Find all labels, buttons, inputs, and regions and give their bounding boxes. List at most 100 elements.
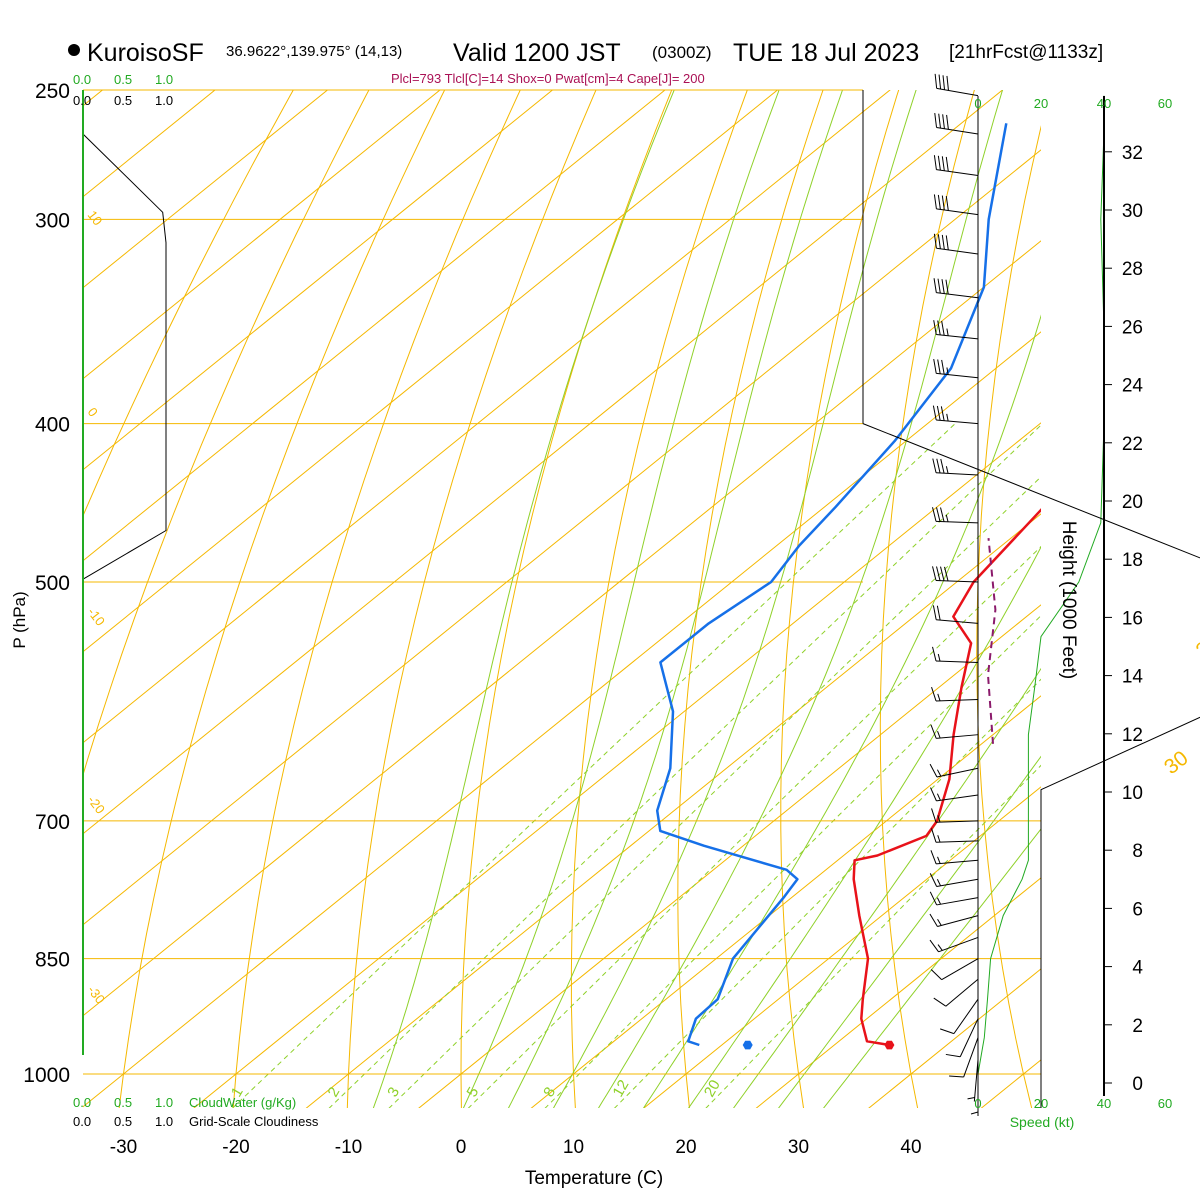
wind-barb	[932, 405, 979, 425]
wind-barb	[949, 1037, 979, 1078]
wind-barb-full	[931, 808, 937, 823]
wind-barb-full	[931, 686, 937, 702]
height-tick-label: 32	[1122, 143, 1143, 164]
y-axis-label: P (hPa)	[10, 591, 29, 648]
wind-barb-full	[936, 405, 941, 421]
wind-barb-full	[930, 850, 937, 865]
wind-barb-full	[938, 113, 941, 129]
wind-barb	[932, 605, 979, 624]
isotherm-grid	[83, 90, 1041, 1108]
wind-barb-full	[946, 75, 949, 91]
pressure-tick-label: 500	[35, 572, 70, 595]
wind-barb-shaft	[936, 87, 979, 97]
wind-barb-full	[930, 787, 937, 802]
isotherm-label: 20	[1192, 630, 1200, 663]
wind-barb-half	[946, 367, 949, 375]
wind-barb-half	[937, 944, 943, 951]
wind-barb-full	[936, 566, 941, 581]
wind-barb-full	[936, 507, 941, 522]
wind-barb-shaft	[963, 1037, 979, 1078]
wind-barb-shaft	[938, 936, 979, 953]
wind-barb-full	[929, 763, 938, 778]
isotherm-line	[83, 149, 1041, 926]
dry-adiabat-line	[780, 90, 900, 1108]
mixing-ratio-label: 20	[701, 1077, 724, 1100]
wind-barb	[932, 507, 979, 524]
wind-barb-shaft	[936, 247, 979, 255]
isotherm-line	[83, 331, 1041, 1108]
wind-barb-full	[933, 278, 937, 293]
moist-adiabat-line	[778, 755, 1041, 1108]
wind-barb	[929, 873, 979, 887]
height-tick-label: 8	[1132, 841, 1143, 862]
model-name: KuroisoSF	[87, 39, 204, 67]
wind-barb-shaft	[936, 698, 979, 702]
height-tick-label: 4	[1132, 958, 1143, 979]
height-tick-label: 24	[1122, 376, 1144, 397]
height-tick-label: 2	[1132, 1016, 1143, 1037]
moist-adiabat-line	[823, 828, 1041, 1108]
wind-barb	[933, 194, 979, 216]
wind-barb-full	[932, 646, 937, 662]
wind-barb-full	[937, 194, 941, 210]
wind-barb-full	[945, 1053, 961, 1058]
wind-barb-full	[940, 458, 945, 474]
wind-barb-shaft	[936, 372, 979, 379]
cloudiness-label: Grid-Scale Cloudiness	[189, 1114, 319, 1129]
temperature-tick-label: -20	[222, 1137, 249, 1158]
wind-barb-shaft	[936, 897, 979, 906]
height-tick-label: 16	[1122, 608, 1143, 629]
speed-scale-bottom: 0 20 40 60 Speed (kt)	[974, 1096, 1172, 1130]
wind-barb-full	[939, 1028, 955, 1035]
wind-barb	[939, 998, 979, 1035]
wind-barb-shaft	[936, 734, 979, 739]
speed-top-0: 0	[974, 96, 981, 111]
wind-barb-full	[941, 195, 945, 211]
isotherm-line	[83, 90, 1004, 835]
wind-barb-shaft	[953, 998, 979, 1034]
moist-adiabat-line	[688, 546, 1041, 1108]
top-black-1: 0.5	[114, 93, 132, 108]
wind-barb-shaft	[973, 1059, 979, 1102]
dry-adiabat-line	[83, 90, 294, 517]
date: TUE 18 Jul 2023	[733, 39, 919, 67]
wind-barb-shaft	[936, 619, 979, 624]
wind-barb-half	[937, 731, 941, 739]
wind-barb-full	[932, 458, 937, 473]
height-axis-label: Height (1000 Feet)	[1058, 521, 1079, 679]
wind-barb	[933, 978, 979, 1007]
wind-barb-half	[946, 413, 949, 422]
wind-barb	[930, 787, 979, 802]
wind-barb-full	[940, 566, 945, 581]
dry-adiabat-line	[570, 90, 748, 1108]
wind-barb-shaft	[936, 794, 979, 802]
wind-barb-full	[932, 405, 937, 421]
wind-barb-full	[933, 358, 937, 374]
top-green-0: 0.0	[73, 72, 91, 87]
wind-barb-full	[945, 196, 949, 211]
wind-barb	[931, 828, 979, 843]
wind-barb-full	[942, 75, 946, 90]
wind-barb	[933, 233, 979, 255]
wind-barb-shaft	[936, 472, 979, 476]
pressure-tick-label: 300	[35, 209, 70, 232]
top-green-2: 1.0	[155, 72, 173, 87]
speed-bottom-40: 40	[1097, 1096, 1111, 1111]
bottom-green-1: 0.5	[114, 1095, 132, 1110]
temperature-tick-label: 40	[900, 1137, 921, 1158]
moist-adiabat-line	[462, 90, 780, 1108]
cloud-scale-bottom: 0.0 0.5 1.0 CloudWater (g/Kg) 0.0 0.5 1.…	[73, 1095, 319, 1129]
utc-time: (0300Z)	[652, 43, 712, 62]
wind-barb	[931, 686, 979, 702]
dry-adiabat-line	[232, 90, 521, 1108]
wind-barb-full	[934, 73, 938, 89]
wind-barb-full	[929, 939, 939, 953]
wind-barb-full	[933, 320, 937, 335]
wind-barb-full	[941, 320, 945, 336]
wind-barb-full	[930, 969, 942, 981]
isotherm-line	[418, 604, 1041, 1108]
wind-barb-full	[941, 234, 945, 250]
wind-barb-full	[938, 74, 942, 90]
dewpoint-line	[655, 123, 1008, 1047]
